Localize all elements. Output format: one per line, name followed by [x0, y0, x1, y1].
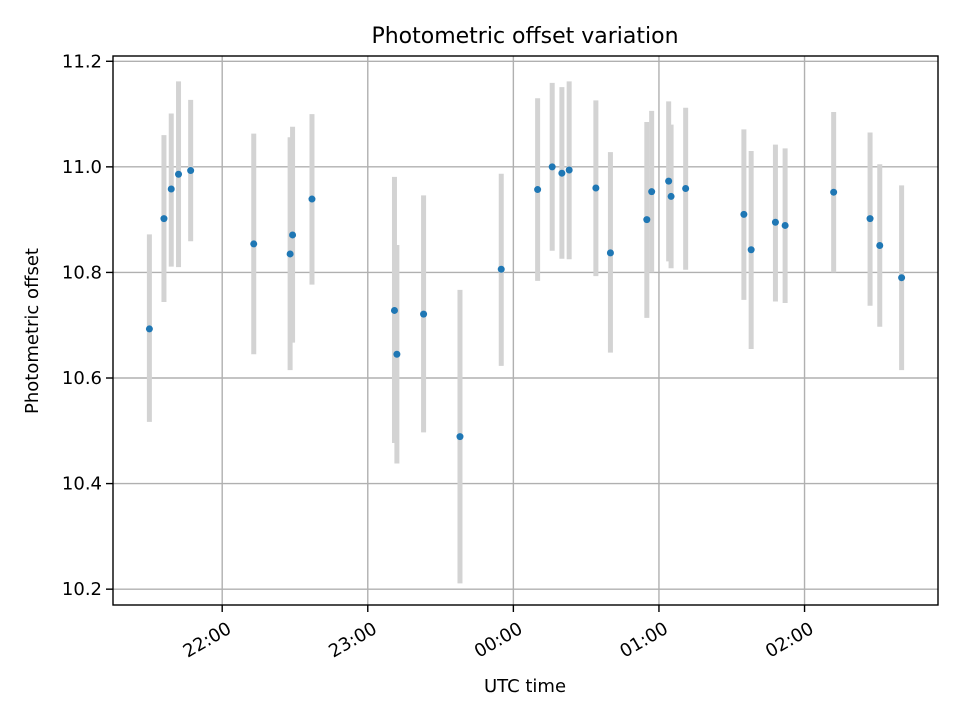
data-point	[145, 325, 153, 333]
data-point	[497, 265, 505, 273]
error-bars	[146, 81, 905, 584]
data-point	[682, 184, 690, 192]
data-point	[175, 170, 183, 178]
data-point	[393, 350, 401, 358]
data-point	[548, 163, 556, 171]
plot-frame	[112, 55, 939, 606]
data-point	[420, 310, 428, 318]
y-tick-label: 11.2	[62, 51, 102, 72]
data-point	[643, 216, 651, 224]
data-point	[160, 215, 168, 223]
x-tick-label: 00:00	[471, 618, 526, 662]
x-tick-label: 02:00	[762, 618, 817, 662]
data-point	[740, 210, 748, 218]
y-tick-label: 10.2	[62, 579, 102, 600]
data-point	[747, 246, 755, 254]
y-tick-label: 10.6	[62, 368, 102, 389]
data-point	[456, 433, 464, 441]
y-tick-label: 10.4	[62, 474, 102, 495]
data-point	[167, 185, 175, 193]
data-point	[771, 218, 779, 226]
y-tick-label: 11.0	[62, 157, 102, 178]
data-point	[390, 306, 398, 314]
data-point	[667, 192, 675, 200]
data-point	[250, 240, 258, 248]
data-point	[648, 188, 656, 196]
chart-title: Photometric offset variation	[371, 24, 678, 49]
data-point	[830, 188, 838, 196]
data-point	[534, 186, 542, 194]
x-axis-ticks: 22:00 23:00 00:00 01:00 02:00	[180, 605, 817, 662]
data-point	[781, 221, 789, 229]
x-tick-label: 22:00	[180, 618, 235, 662]
y-tick-label: 10.8	[62, 262, 102, 283]
data-point	[286, 250, 294, 258]
grid-lines	[113, 56, 938, 605]
data-point	[308, 195, 316, 203]
data-point	[876, 242, 884, 250]
data-point	[665, 177, 673, 185]
data-point	[606, 249, 614, 257]
data-points	[145, 163, 906, 441]
x-tick-label: 23:00	[325, 618, 380, 662]
y-axis-label: Photometric offset	[22, 248, 43, 414]
data-point	[565, 166, 573, 174]
x-axis-label: UTC time	[484, 676, 566, 697]
data-point	[289, 231, 297, 239]
x-tick-label: 01:00	[616, 618, 671, 662]
data-point	[187, 167, 195, 175]
data-point	[592, 184, 600, 192]
y-axis-ticks: 10.2 10.4 10.6 10.8 11.0 11.2	[62, 51, 113, 600]
data-point	[898, 274, 906, 282]
data-point	[866, 215, 874, 223]
data-point	[558, 169, 566, 177]
